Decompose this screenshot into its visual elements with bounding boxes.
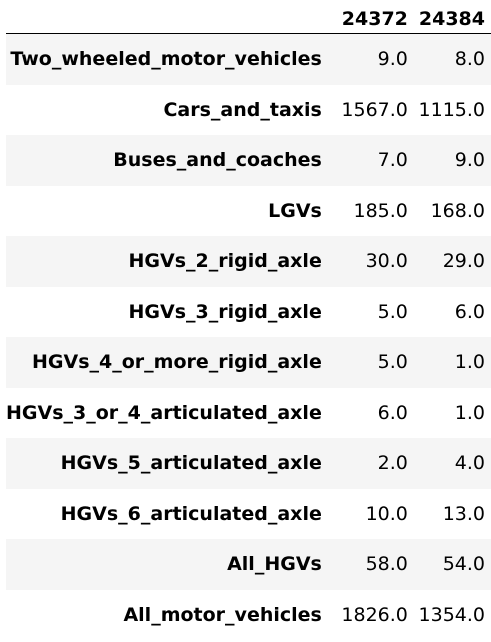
cell-value: 185.0: [353, 199, 408, 222]
table-row: HGVs_4_or_more_rigid_axle 5.0 1.0: [6, 337, 491, 388]
cell-value: 58.0: [365, 553, 408, 576]
row-index-label: LGVs: [268, 199, 322, 222]
cell-value: 6.0: [454, 300, 485, 323]
table-row: HGVs_3_or_4_articulated_axle 6.0 1.0: [6, 387, 491, 438]
cell-value: 4.0: [454, 452, 485, 475]
table-row: HGVs_3_rigid_axle 5.0 6.0: [6, 286, 491, 337]
cell-value: 30.0: [365, 250, 408, 273]
table-row: HGVs_2_rigid_axle 30.0 29.0: [6, 236, 491, 287]
table-row: Cars_and_taxis 1567.0 1115.0: [6, 84, 491, 135]
cell-value: 5.0: [377, 300, 408, 323]
cell-value: 9.0: [377, 48, 408, 71]
row-index-label: HGVs_6_articulated_axle: [60, 502, 322, 525]
row-index-label: HGVs_2_rigid_axle: [128, 250, 322, 273]
cell-value: 10.0: [365, 502, 408, 525]
cell-value: 6.0: [377, 401, 408, 424]
row-index-label: HGVs_5_articulated_axle: [60, 452, 322, 475]
row-index-label: All_motor_vehicles: [123, 603, 322, 626]
table-row: HGVs_6_articulated_axle 10.0 13.0: [6, 488, 491, 539]
cell-value: 1.0: [454, 401, 485, 424]
table-body: Two_wheeled_motor_vehicles 9.0 8.0 Cars_…: [6, 33, 491, 640]
row-index-label: Two_wheeled_motor_vehicles: [10, 48, 322, 71]
cell-value: 1115.0: [418, 98, 485, 121]
table-row: Buses_and_coaches 7.0 9.0: [6, 135, 491, 186]
table-row: HGVs_5_articulated_axle 2.0 4.0: [6, 438, 491, 489]
cell-value: 9.0: [454, 149, 485, 172]
cell-value: 8.0: [454, 48, 485, 71]
column-header: 24384: [413, 0, 491, 34]
cell-value: 29.0: [442, 250, 485, 273]
index-header: [6, 0, 335, 34]
row-index-label: Cars_and_taxis: [163, 98, 322, 121]
cell-value: 13.0: [442, 502, 485, 525]
row-index-label: HGVs_3_rigid_axle: [128, 300, 322, 323]
cell-value: 54.0: [442, 553, 485, 576]
table-row: All_motor_vehicles 1826.0 1354.0: [6, 589, 491, 640]
table-row: Two_wheeled_motor_vehicles 9.0 8.0: [6, 33, 491, 85]
cell-value: 168.0: [430, 199, 485, 222]
row-index-label: HGVs_3_or_4_articulated_axle: [6, 401, 322, 424]
table-row: All_HGVs 58.0 54.0: [6, 539, 491, 590]
row-index-label: Buses_and_coaches: [113, 149, 322, 172]
row-index-label: HGVs_4_or_more_rigid_axle: [32, 351, 322, 374]
header-row: 24372 24384: [6, 0, 491, 34]
cell-value: 2.0: [377, 452, 408, 475]
table-header: 24372 24384: [6, 0, 491, 34]
cell-value: 7.0: [377, 149, 408, 172]
cell-value: 1.0: [454, 351, 485, 374]
table-row: LGVs 185.0 168.0: [6, 185, 491, 236]
cell-value: 5.0: [377, 351, 408, 374]
row-index-label: All_HGVs: [227, 553, 322, 576]
cell-value: 1354.0: [418, 603, 485, 626]
dataframe-table: 24372 24384 Two_wheeled_motor_vehicles 9…: [6, 0, 491, 640]
cell-value: 1567.0: [341, 98, 408, 121]
column-header: 24372: [334, 0, 414, 34]
cell-value: 1826.0: [341, 603, 408, 626]
